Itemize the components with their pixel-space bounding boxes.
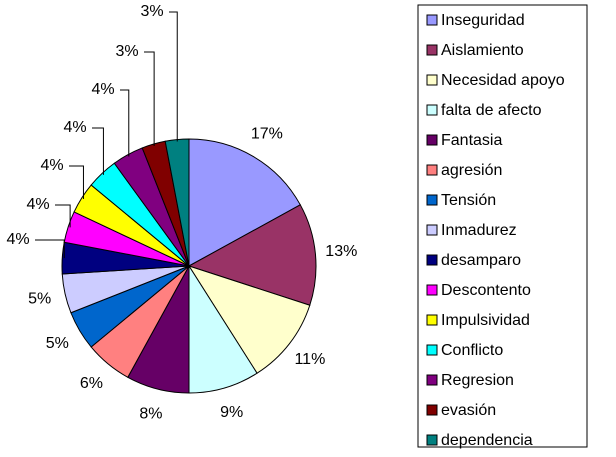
legend-swatch: [426, 404, 438, 416]
legend-label: Necesidad apoyo: [441, 72, 565, 89]
data-label: 11%: [294, 351, 325, 368]
legend-label: falta de afecto: [441, 102, 542, 119]
legend-label: Conflicto: [441, 342, 503, 359]
data-label: 4%: [26, 196, 49, 213]
data-label: 8%: [139, 405, 162, 422]
legend-swatch: [426, 254, 438, 266]
legend-swatch: [426, 104, 438, 116]
legend-swatch: [426, 284, 438, 296]
leader-line: [55, 204, 71, 228]
leader-line: [144, 51, 155, 146]
data-label: 4%: [63, 119, 86, 136]
legend-label: Descontento: [441, 282, 531, 299]
legend-label: Inmadurez: [441, 222, 517, 239]
data-label: 5%: [28, 291, 51, 308]
legend-swatch: [426, 134, 438, 146]
pie-slice: [188, 138, 301, 267]
pie-slice: [187, 265, 311, 374]
legend-swatch: [426, 194, 438, 206]
data-label: 6%: [80, 375, 103, 392]
data-label: 9%: [220, 404, 243, 421]
legend-swatch: [426, 344, 438, 356]
legend-swatch: [426, 434, 438, 446]
legend-label: Aislamiento: [441, 42, 524, 59]
legend-label: dependencia: [441, 432, 533, 449]
legend-swatch: [426, 374, 438, 386]
leader-line: [69, 165, 84, 200]
legend-swatch: [426, 44, 438, 56]
data-label: 4%: [91, 81, 114, 98]
legend-swatch: [426, 224, 438, 236]
data-label: 13%: [325, 243, 357, 260]
data-label: 5%: [46, 335, 69, 352]
data-label: 3%: [115, 43, 138, 60]
legend-label: Impulsividad: [441, 312, 530, 329]
leader-line: [169, 11, 178, 142]
data-label: 4%: [6, 231, 29, 248]
legend-label: evasión: [441, 402, 496, 419]
legend-label: Tensión: [441, 192, 496, 209]
legend-label: Fantasia: [441, 132, 502, 149]
leader-line: [92, 127, 104, 175]
data-label: 17%: [251, 126, 283, 143]
leader-line: [35, 239, 65, 259]
legend-swatch: [426, 314, 438, 326]
pie-slice: [187, 204, 317, 306]
legend-swatch: [426, 14, 438, 26]
legend-label: agresión: [441, 162, 502, 179]
leader-line: [120, 89, 130, 157]
legend-label: Regresion: [441, 372, 514, 389]
legend-swatch: [426, 74, 438, 86]
data-label: 3%: [140, 3, 163, 20]
legend-box: [417, 4, 588, 448]
legend-swatch: [426, 164, 438, 176]
legend-label: Inseguridad: [441, 12, 525, 29]
data-label: 4%: [40, 157, 63, 174]
legend-label: desamparo: [441, 252, 521, 269]
